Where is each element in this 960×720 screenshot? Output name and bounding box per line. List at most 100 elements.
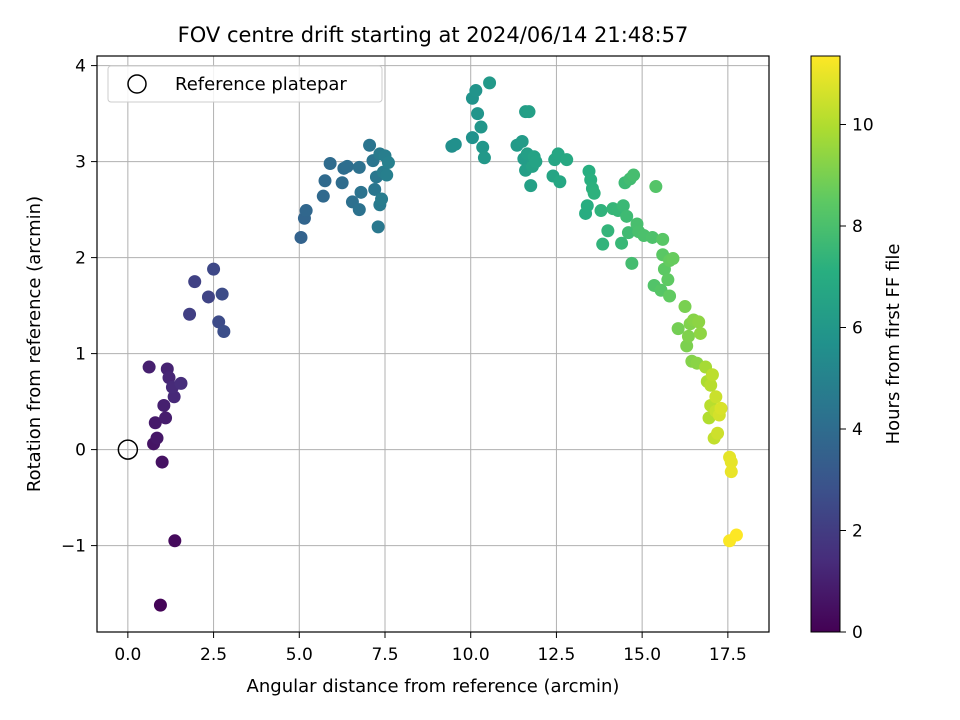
data-point: [477, 151, 491, 165]
colorbar-tick-label: 10: [852, 116, 874, 136]
data-point: [340, 159, 354, 173]
colorbar-tick-label: 2: [852, 522, 863, 542]
y-tick-label: 1: [75, 345, 86, 365]
y-tick-label: 0: [75, 441, 86, 461]
data-point: [529, 155, 543, 169]
x-tick-label: 7.5: [371, 645, 398, 665]
data-point: [150, 431, 164, 445]
data-point: [215, 287, 229, 301]
data-point: [678, 300, 692, 314]
data-point: [483, 76, 497, 90]
data-point: [663, 289, 677, 303]
data-point: [705, 368, 719, 382]
y-tick-label: 3: [75, 153, 86, 173]
data-point: [188, 275, 202, 289]
data-point: [601, 224, 615, 238]
data-point: [354, 185, 368, 199]
data-point: [625, 256, 639, 270]
data-point: [671, 322, 685, 336]
data-point: [168, 534, 182, 548]
data-point: [661, 273, 675, 287]
data-point: [217, 325, 231, 339]
data-point: [524, 179, 538, 193]
data-point: [476, 140, 490, 154]
data-point: [474, 120, 488, 134]
data-point: [681, 329, 695, 343]
data-point: [615, 236, 629, 250]
y-axis-label: Rotation from reference (arcmin): [24, 196, 45, 492]
x-tick-label: 0.0: [114, 645, 141, 665]
colorbar-gradient: [810, 55, 841, 633]
x-tick-label: 15.0: [623, 645, 661, 665]
data-point: [381, 156, 395, 170]
colorbar: 0 2 4 6 8 10 Hours from first FF file: [810, 55, 904, 643]
colorbar-tick-label: 8: [852, 217, 863, 237]
x-tick-label: 10.0: [452, 645, 490, 665]
data-point: [183, 307, 197, 321]
colorbar-tick-label: 0: [852, 623, 863, 643]
data-point: [522, 105, 536, 119]
data-point: [649, 180, 663, 194]
data-point: [153, 598, 167, 612]
data-point: [620, 209, 634, 223]
data-point: [212, 315, 226, 329]
data-point: [560, 153, 574, 167]
data-point: [323, 157, 337, 171]
data-point: [299, 204, 313, 218]
data-point: [709, 390, 723, 404]
x-tick-label: 5.0: [286, 645, 313, 665]
x-tick-label: 17.5: [709, 645, 747, 665]
data-point: [316, 189, 330, 203]
data-point: [174, 376, 188, 390]
x-axis-label: Angular distance from reference (arcmin): [247, 676, 620, 697]
data-point: [448, 137, 462, 151]
x-tick-label: 12.5: [537, 645, 575, 665]
data-point: [711, 426, 725, 440]
data-point: [645, 230, 659, 244]
data-point: [693, 326, 707, 340]
data-point: [155, 455, 169, 469]
data-point: [465, 131, 479, 145]
data-point: [352, 160, 366, 174]
data-point: [515, 134, 529, 148]
data-point: [714, 401, 728, 415]
y-tick-label: 4: [75, 57, 86, 77]
data-point: [656, 232, 670, 246]
colorbar-ticks: 0 2 4 6 8 10: [840, 116, 874, 643]
data-point: [368, 182, 382, 196]
data-point: [371, 220, 385, 234]
data-point: [553, 175, 567, 189]
y-axis-ticks: −1 0 1 2 3 4: [61, 57, 97, 557]
data-point: [704, 378, 718, 392]
data-point: [142, 360, 156, 374]
colorbar-tick-label: 4: [852, 420, 863, 440]
data-point: [627, 168, 641, 182]
legend-reference-marker: [127, 74, 147, 94]
data-point: [148, 416, 162, 430]
data-point: [157, 398, 171, 412]
data-point: [587, 186, 601, 200]
data-point: [375, 192, 389, 206]
plot-frame: [96, 55, 770, 633]
data-point: [335, 176, 349, 190]
data-point: [621, 226, 635, 240]
y-tick-label: 2: [75, 249, 86, 269]
data-point: [469, 84, 483, 98]
data-point: [596, 237, 610, 251]
data-point: [724, 455, 738, 469]
data-points: [142, 76, 743, 612]
data-point: [159, 411, 173, 425]
data-point: [616, 199, 630, 213]
data-point: [471, 107, 485, 121]
colorbar-tick-label: 6: [852, 319, 863, 339]
data-point: [363, 138, 377, 152]
legend: Reference platepar: [107, 65, 383, 103]
data-point: [380, 168, 394, 182]
chart-title: FOV centre drift starting at 2024/06/14 …: [178, 23, 689, 47]
data-point: [666, 252, 680, 266]
reference-marker: [117, 439, 139, 460]
data-point: [294, 230, 308, 244]
data-point: [594, 204, 608, 218]
data-point: [729, 528, 743, 542]
y-tick-label: −1: [61, 537, 86, 557]
